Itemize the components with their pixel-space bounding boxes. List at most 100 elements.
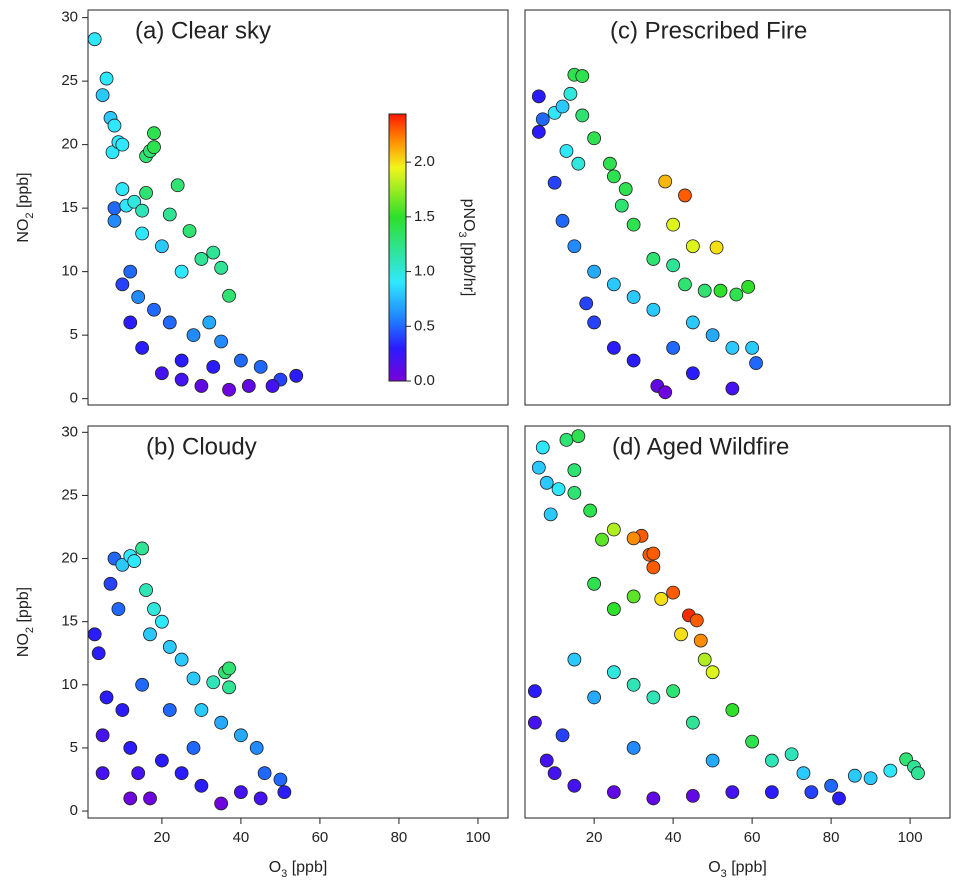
point <box>234 728 248 743</box>
point <box>697 283 712 298</box>
panel-title: (d) Aged Wildfire <box>612 433 789 460</box>
point <box>147 602 161 616</box>
point <box>543 507 558 522</box>
point <box>693 633 708 648</box>
point <box>174 372 189 387</box>
point <box>666 684 681 699</box>
point <box>666 258 681 273</box>
y-tick-label: 20 <box>61 136 78 153</box>
point <box>123 264 138 279</box>
y-tick-label: 5 <box>70 739 78 756</box>
point <box>606 340 621 355</box>
point <box>547 175 562 190</box>
y-tick-label: 0 <box>70 802 78 819</box>
point <box>603 156 617 171</box>
point <box>123 741 138 755</box>
point <box>745 734 760 749</box>
point <box>567 463 582 478</box>
point <box>654 592 669 606</box>
x-tick-label: 100 <box>465 829 490 846</box>
point <box>123 315 138 330</box>
label-part: [ppb/hr] <box>460 238 477 297</box>
label-part: pNO <box>460 199 477 232</box>
point <box>527 715 542 730</box>
point <box>135 203 150 218</box>
point <box>626 741 641 755</box>
point <box>863 771 878 786</box>
point <box>764 785 779 800</box>
plot-frame <box>524 425 951 819</box>
point <box>147 140 161 155</box>
point <box>666 585 681 600</box>
point <box>99 690 114 705</box>
point <box>883 763 898 778</box>
point <box>689 613 704 628</box>
point <box>194 252 209 266</box>
point <box>575 69 590 83</box>
point <box>539 753 554 768</box>
point <box>143 627 157 642</box>
label-part: O <box>708 859 720 876</box>
point <box>824 778 839 793</box>
point <box>241 379 256 393</box>
point <box>143 791 157 806</box>
point <box>194 778 209 793</box>
point <box>606 277 621 292</box>
point <box>745 340 760 355</box>
point <box>709 240 724 255</box>
point <box>186 741 201 755</box>
point <box>832 791 846 806</box>
y-tick-label: 5 <box>70 326 78 343</box>
point <box>170 178 185 193</box>
point <box>579 296 594 311</box>
point <box>674 627 688 642</box>
x-tick-label: 20 <box>154 829 171 846</box>
point <box>567 652 582 667</box>
point <box>214 715 229 730</box>
point <box>626 290 641 304</box>
point <box>713 283 728 298</box>
point <box>527 684 542 699</box>
point <box>725 785 740 800</box>
x-tick-label: 40 <box>665 829 682 846</box>
x-tick-label: 100 <box>898 829 923 846</box>
y-tick-label: 10 <box>61 263 78 280</box>
x-tick-label: 80 <box>391 829 408 846</box>
colorbar-tick-label: 0.0 <box>414 372 435 389</box>
point <box>784 747 799 762</box>
x-axis-label: O3 [ppb] <box>269 859 328 880</box>
point <box>162 207 177 222</box>
y-tick-label: 15 <box>61 613 78 630</box>
y-tick-label: 30 <box>61 423 78 440</box>
point <box>658 385 673 400</box>
point <box>95 728 110 743</box>
point <box>705 665 720 680</box>
point <box>685 239 700 254</box>
y-tick-label: 25 <box>61 72 78 89</box>
point <box>214 334 229 349</box>
x-tick-label: 40 <box>233 829 250 846</box>
point <box>626 531 641 546</box>
y-tick-label: 25 <box>61 486 78 503</box>
point <box>174 652 189 667</box>
label-part: [ppb] <box>727 859 767 876</box>
point <box>555 728 570 743</box>
point <box>154 614 169 629</box>
colorbar-label: pNO3 [ppb/hr] <box>456 199 477 297</box>
point <box>222 288 236 303</box>
point <box>606 785 621 800</box>
point <box>626 353 641 368</box>
point <box>87 627 102 642</box>
point <box>222 661 236 676</box>
point <box>111 602 126 616</box>
point <box>626 677 641 692</box>
point <box>162 640 177 654</box>
point <box>105 145 120 160</box>
point <box>214 796 229 811</box>
x-axis-label: O3 [ppb] <box>708 859 767 880</box>
point <box>162 703 177 717</box>
point <box>539 475 554 490</box>
point <box>705 753 720 768</box>
point <box>614 198 629 213</box>
point <box>234 785 248 800</box>
